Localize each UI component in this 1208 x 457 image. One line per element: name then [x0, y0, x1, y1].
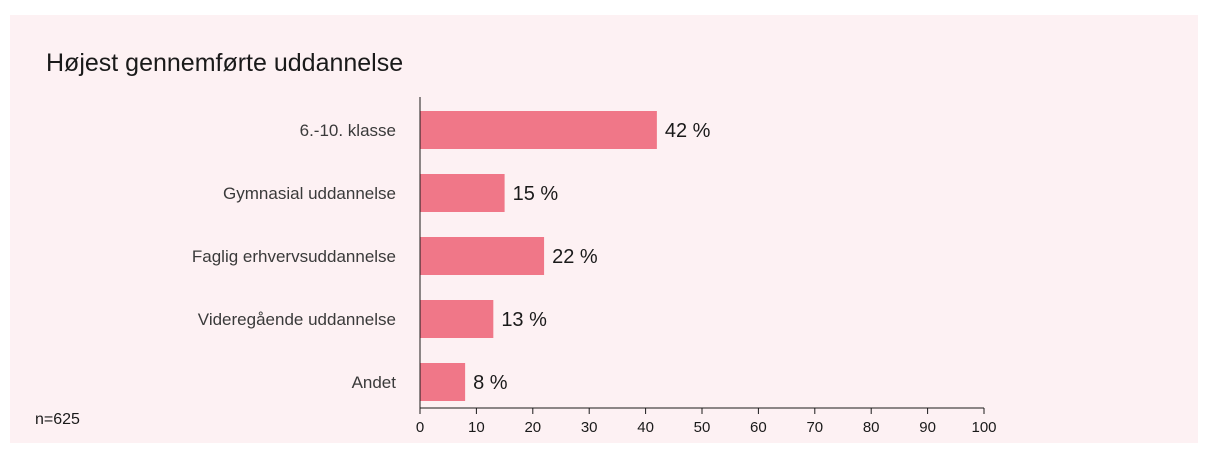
x-tick-label-10: 100: [971, 419, 996, 436]
x-tick-label-4: 40: [637, 419, 654, 436]
x-tick-label-1: 10: [468, 419, 485, 436]
category-label-0: 6.-10. klasse: [300, 121, 396, 140]
category-label-2: Faglig erhvervsuddannelse: [192, 247, 396, 266]
bar-3: [420, 300, 494, 338]
value-label-1: 15 %: [513, 183, 559, 205]
value-label-4: 8 %: [473, 372, 508, 394]
x-tick-label-0: 0: [416, 419, 424, 436]
bar-1: [420, 174, 505, 212]
x-tick-label-6: 60: [750, 419, 767, 436]
category-label-1: Gymnasial uddannelse: [223, 184, 396, 203]
x-tick-label-9: 90: [919, 419, 936, 436]
value-label-0: 42 %: [665, 120, 711, 142]
bar-4: [420, 363, 466, 401]
x-tick-label-2: 20: [524, 419, 541, 436]
x-tick-label-8: 80: [863, 419, 880, 436]
bar-0: [420, 111, 657, 149]
x-tick-label-5: 50: [694, 419, 711, 436]
value-label-2: 22 %: [552, 246, 598, 268]
chart-title: Højest gennemførte uddannelse: [46, 49, 404, 77]
category-label-4: Andet: [352, 373, 397, 392]
bar-2: [420, 237, 545, 275]
x-tick-label-7: 70: [806, 419, 823, 436]
sample-size-note: n=625: [35, 411, 80, 428]
value-label-3: 13 %: [501, 309, 547, 331]
category-label-3: Videregående uddannelse: [198, 310, 396, 329]
x-tick-label-3: 30: [581, 419, 598, 436]
chart-panel: [10, 15, 1198, 443]
